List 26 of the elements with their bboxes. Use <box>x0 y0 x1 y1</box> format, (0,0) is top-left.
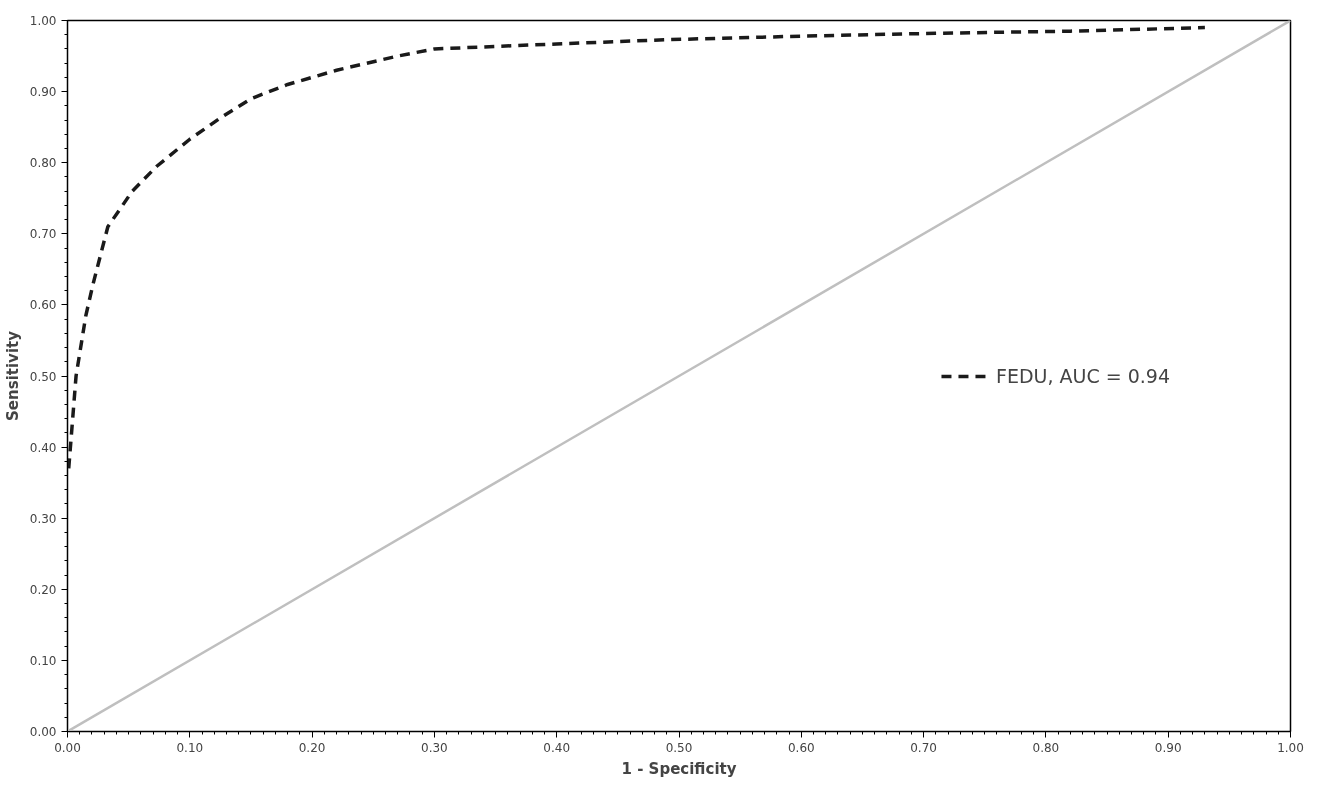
y-tick-label: 1.00 <box>29 14 57 28</box>
y-tick-label: 0.40 <box>29 440 57 455</box>
y-tick-label: 0.30 <box>29 511 57 526</box>
y-tick-label: 0.20 <box>29 582 57 597</box>
x-tick-label: 0.40 <box>543 740 571 755</box>
y-tick-label: 0.10 <box>29 653 57 668</box>
y-tick-label: 0.00 <box>29 725 57 739</box>
x-tick-label: 1.00 <box>1277 740 1304 755</box>
y-tick-label: 0.80 <box>29 156 57 171</box>
x-tick-label: 0.90 <box>1154 740 1182 755</box>
y-axis-title: Sensitivity <box>3 330 22 421</box>
x-tick-label: 0.30 <box>421 740 448 755</box>
x-tick-label: 0.00 <box>54 740 81 755</box>
legend-label: FEDU, AUC = 0.94 <box>995 364 1170 387</box>
x-tick-label: 0.50 <box>665 740 693 755</box>
y-tick-label: 0.70 <box>29 227 57 242</box>
y-tick-label: 0.60 <box>29 298 57 313</box>
x-axis-title: 1 - Specificity <box>621 759 737 778</box>
x-tick-label: 0.60 <box>787 740 815 755</box>
line-series <box>67 25 1207 471</box>
x-tick-label: 0.80 <box>1032 740 1060 755</box>
x-tick-label: 0.20 <box>298 740 326 755</box>
y-tick-label: 0.90 <box>29 85 57 100</box>
x-tick-label: 0.70 <box>910 740 937 755</box>
y-tick-label: 0.50 <box>29 369 57 384</box>
x-tick-label: 0.10 <box>176 740 204 755</box>
